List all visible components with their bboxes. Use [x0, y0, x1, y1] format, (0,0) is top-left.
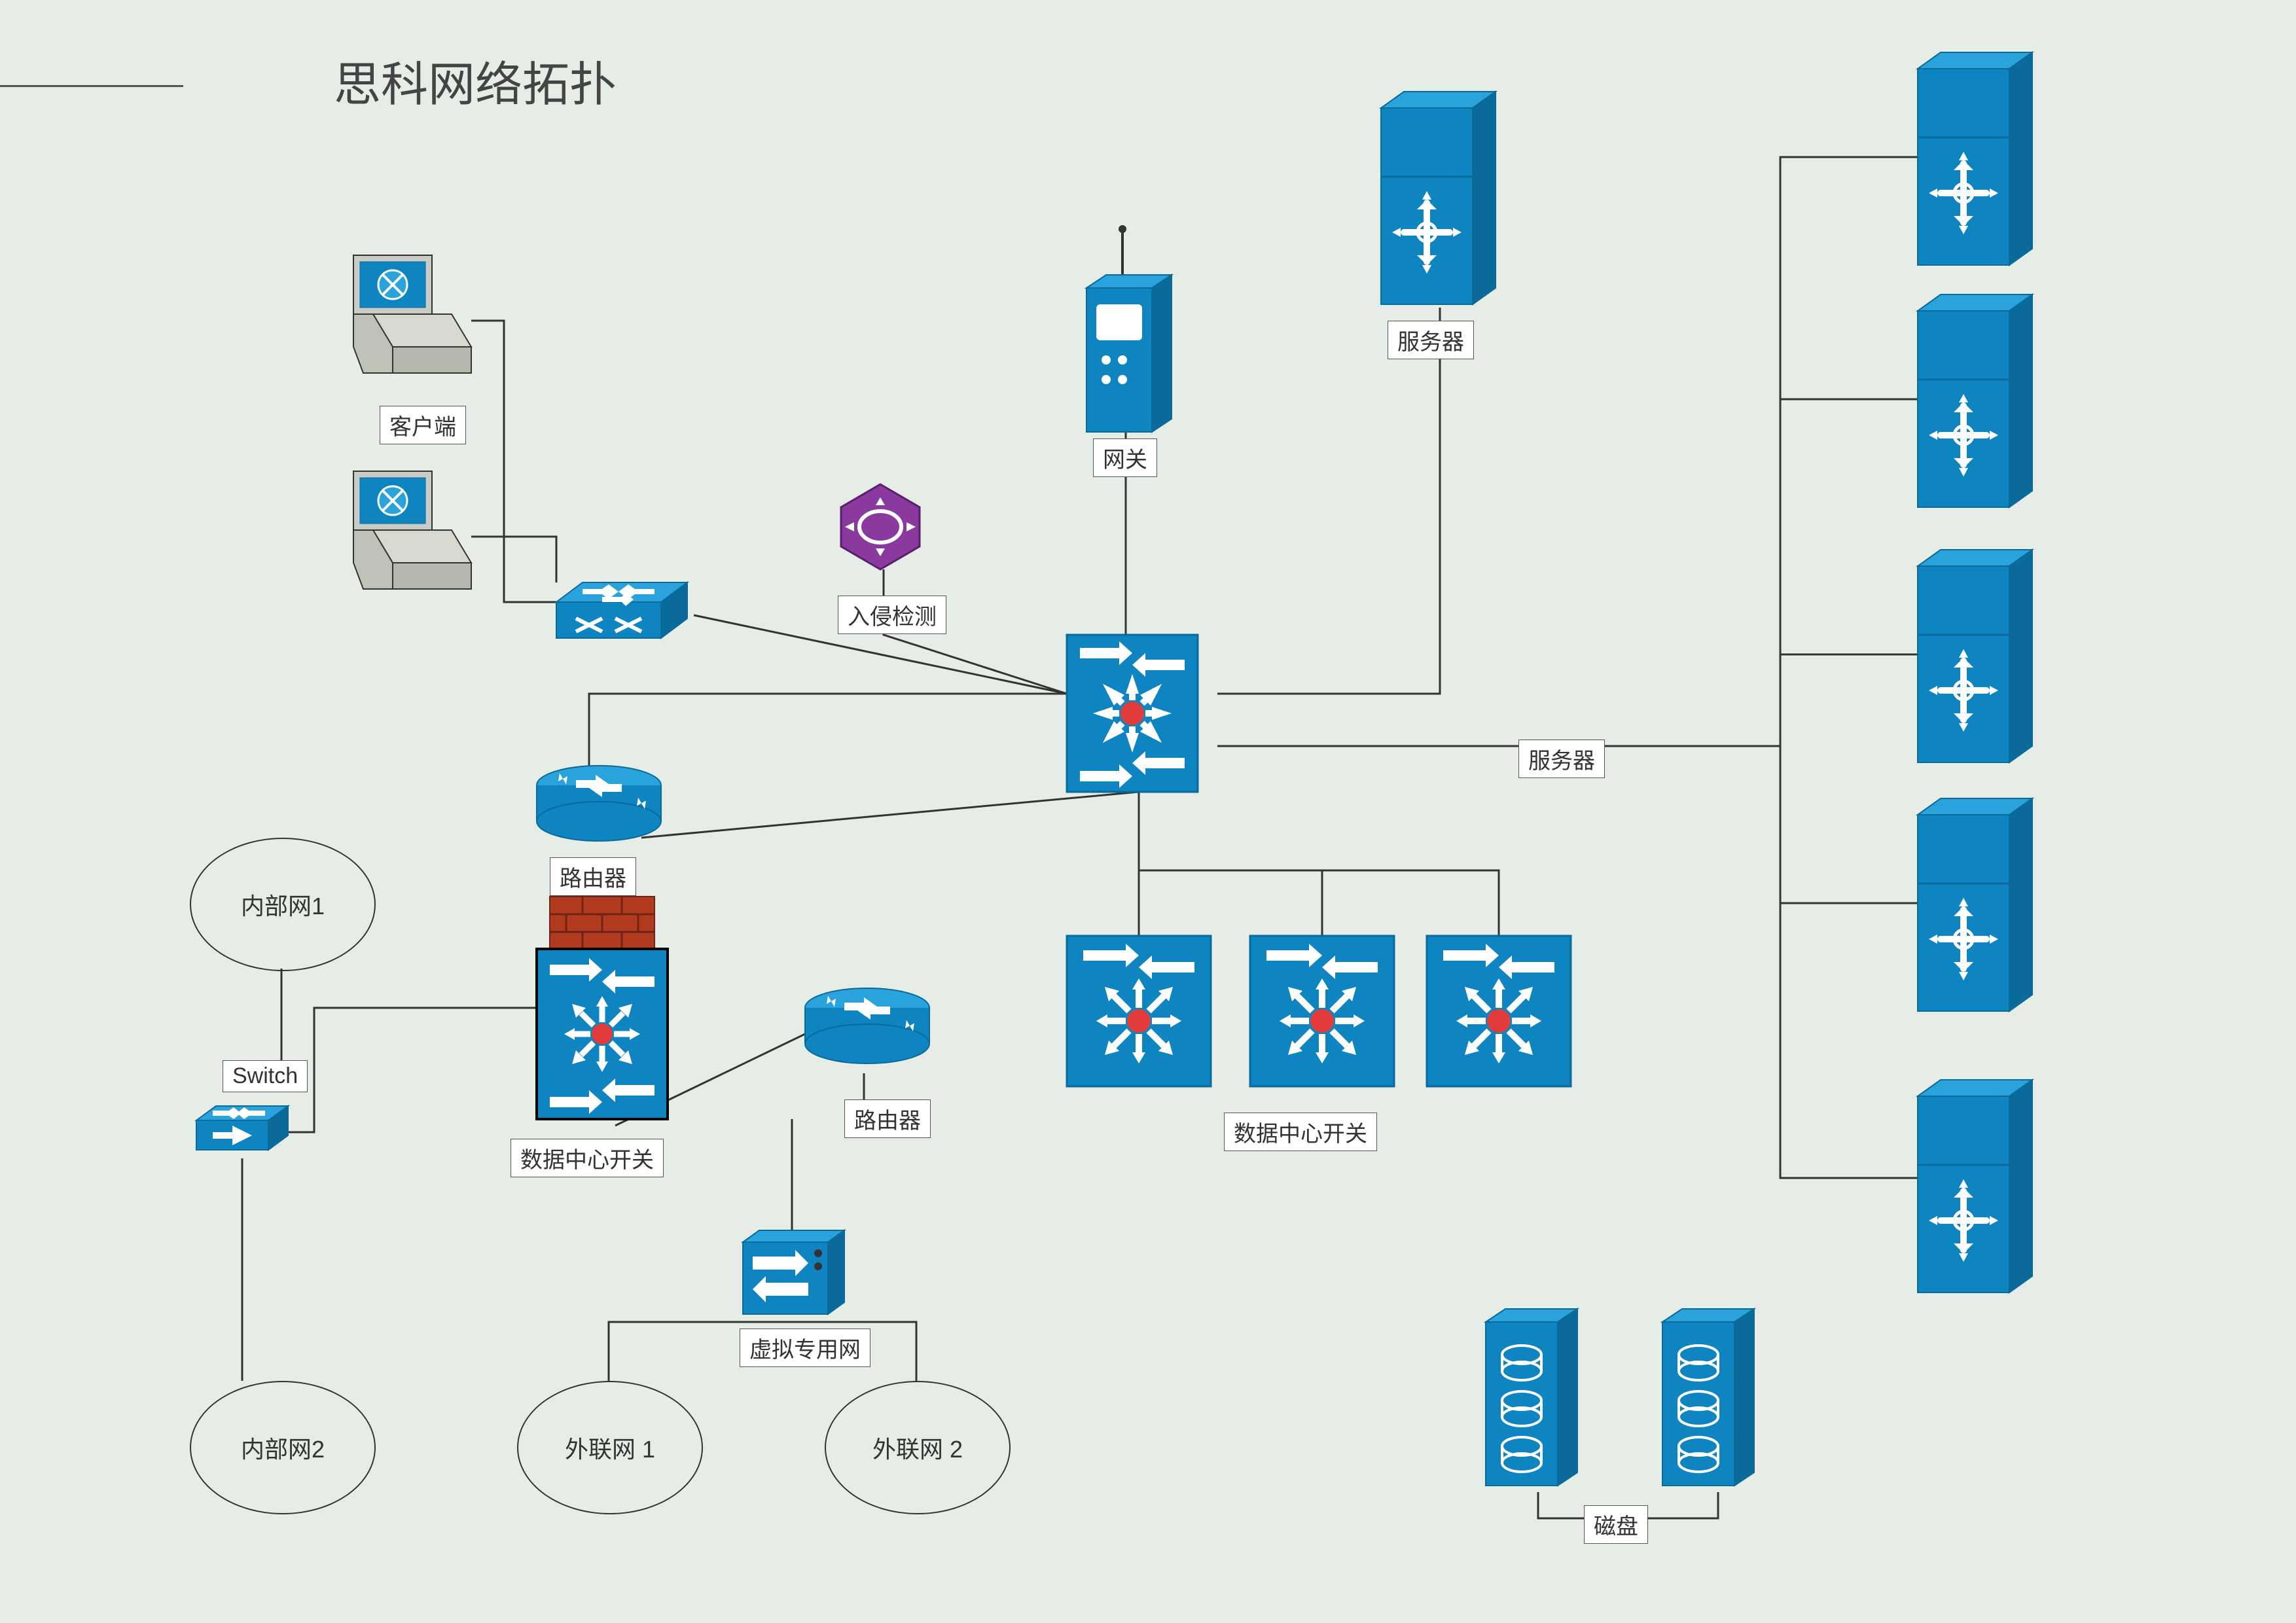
ids-icon	[841, 484, 920, 569]
label-gateway: 网关	[1093, 438, 1157, 477]
cloud-intranet1: 内部网1	[190, 838, 376, 971]
server-icon	[1918, 52, 2032, 265]
core-switch-icon	[1067, 635, 1198, 792]
label-switch: Switch	[223, 1060, 308, 1092]
router-icon	[805, 988, 929, 1063]
label-vpn: 虚拟专用网	[740, 1329, 870, 1367]
switch-icon	[556, 582, 687, 638]
dc-switch-icon	[1067, 936, 1211, 1086]
label-server-mid: 服务器	[1518, 740, 1605, 778]
label-router1: 路由器	[550, 857, 636, 896]
cloud-extranet1: 外联网 1	[517, 1381, 703, 1514]
diagram-canvas: 思科网络拓扑	[0, 0, 2296, 1623]
page-title: 思科网络拓扑	[334, 46, 617, 115]
label-client: 客户端	[380, 406, 466, 444]
label-router2: 路由器	[844, 1099, 931, 1138]
cloud-intranet2: 内部网2	[190, 1381, 376, 1514]
server-icon	[1918, 294, 2032, 507]
label-ids: 入侵检测	[838, 596, 946, 634]
server-icon	[1918, 550, 2032, 762]
switch-icon	[196, 1106, 288, 1150]
cloud-label: 内部网1	[241, 887, 325, 921]
label-dcswitch-right: 数据中心开关	[1224, 1113, 1377, 1151]
edges-layer: U	[0, 0, 2296, 1623]
router-icon	[537, 766, 661, 841]
vpn-icon	[743, 1230, 844, 1314]
cloud-label: 外联网 1	[565, 1431, 655, 1465]
label-dcswitch-left: 数据中心开关	[511, 1139, 664, 1177]
gateway-icon	[1086, 225, 1172, 432]
dc-switch-icon	[1427, 936, 1571, 1086]
cloud-extranet2: 外联网 2	[825, 1381, 1011, 1514]
disk-icon	[1662, 1309, 1754, 1486]
cloud-label: 内部网2	[241, 1431, 325, 1465]
label-disk: 磁盘	[1584, 1505, 1648, 1544]
label-server-top: 服务器	[1388, 321, 1474, 359]
dc-switch-icon	[1250, 936, 1394, 1086]
disk-icon	[1486, 1309, 1577, 1486]
workstation-icon	[353, 471, 471, 589]
title-rule	[0, 85, 183, 87]
firewall-dcswitch-icon	[537, 897, 668, 1119]
workstation-icon	[353, 255, 471, 373]
server-icon	[1918, 1080, 2032, 1293]
cloud-label: 外联网 2	[872, 1431, 963, 1465]
server-icon	[1918, 798, 2032, 1011]
server-icon	[1381, 92, 1496, 304]
